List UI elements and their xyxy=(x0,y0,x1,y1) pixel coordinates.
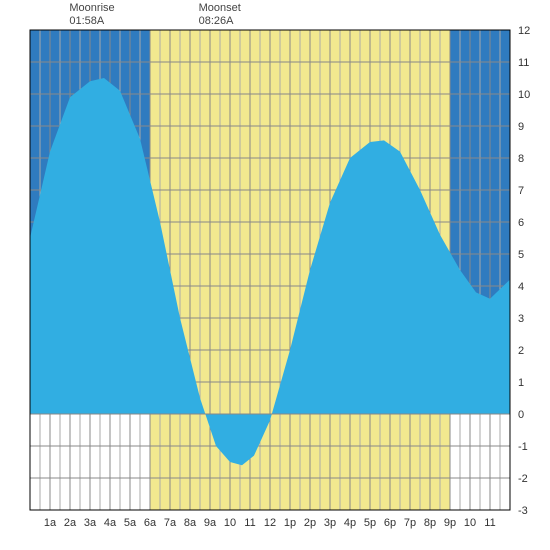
x-tick-label: 5p xyxy=(364,517,376,529)
y-tick-label: 9 xyxy=(518,121,524,133)
x-tick-label: 11 xyxy=(484,517,495,529)
y-tick-label: -2 xyxy=(518,473,528,485)
x-tick-label: 1p xyxy=(284,517,296,529)
x-tick-label: 8a xyxy=(184,517,197,529)
x-tick-label: 2p xyxy=(304,517,316,529)
x-tick-label: 1a xyxy=(44,517,57,529)
y-tick-label: 6 xyxy=(518,217,524,229)
x-tick-label: 10 xyxy=(224,517,236,529)
x-tick-label: 12 xyxy=(264,517,276,529)
x-tick-label: 9a xyxy=(204,517,217,529)
x-tick-label: 10 xyxy=(464,517,476,529)
x-tick-label: 5a xyxy=(124,517,137,529)
tide-chart-svg: -3-2-101234567891011121a2a3a4a5a6a7a8a9a… xyxy=(0,0,550,550)
y-tick-label: -1 xyxy=(518,441,528,453)
x-tick-label: 8p xyxy=(424,517,436,529)
y-tick-label: 0 xyxy=(518,409,524,421)
tide-chart: Moonrise 01:58A Moonset 08:26A -3-2-1012… xyxy=(0,0,550,550)
x-tick-label: 11 xyxy=(244,517,255,529)
y-tick-label: 2 xyxy=(518,345,524,357)
x-tick-label: 9p xyxy=(444,517,456,529)
y-tick-label: 3 xyxy=(518,313,524,325)
y-tick-label: 7 xyxy=(518,185,524,197)
x-tick-label: 4a xyxy=(104,517,117,529)
x-tick-label: 4p xyxy=(344,517,356,529)
y-tick-label: 4 xyxy=(518,281,524,293)
y-tick-label: 1 xyxy=(518,377,524,389)
x-tick-label: 2a xyxy=(64,517,77,529)
x-tick-label: 3a xyxy=(84,517,97,529)
y-tick-label: 5 xyxy=(518,249,524,261)
y-tick-label: 10 xyxy=(518,89,530,101)
x-tick-label: 3p xyxy=(324,517,336,529)
x-tick-label: 6p xyxy=(384,517,396,529)
x-tick-label: 7p xyxy=(404,517,416,529)
x-tick-label: 6a xyxy=(144,517,157,529)
y-tick-label: 8 xyxy=(518,153,524,165)
y-tick-label: 12 xyxy=(518,25,530,37)
x-tick-label: 7a xyxy=(164,517,177,529)
y-tick-label: -3 xyxy=(518,505,528,517)
y-tick-label: 11 xyxy=(518,57,529,69)
